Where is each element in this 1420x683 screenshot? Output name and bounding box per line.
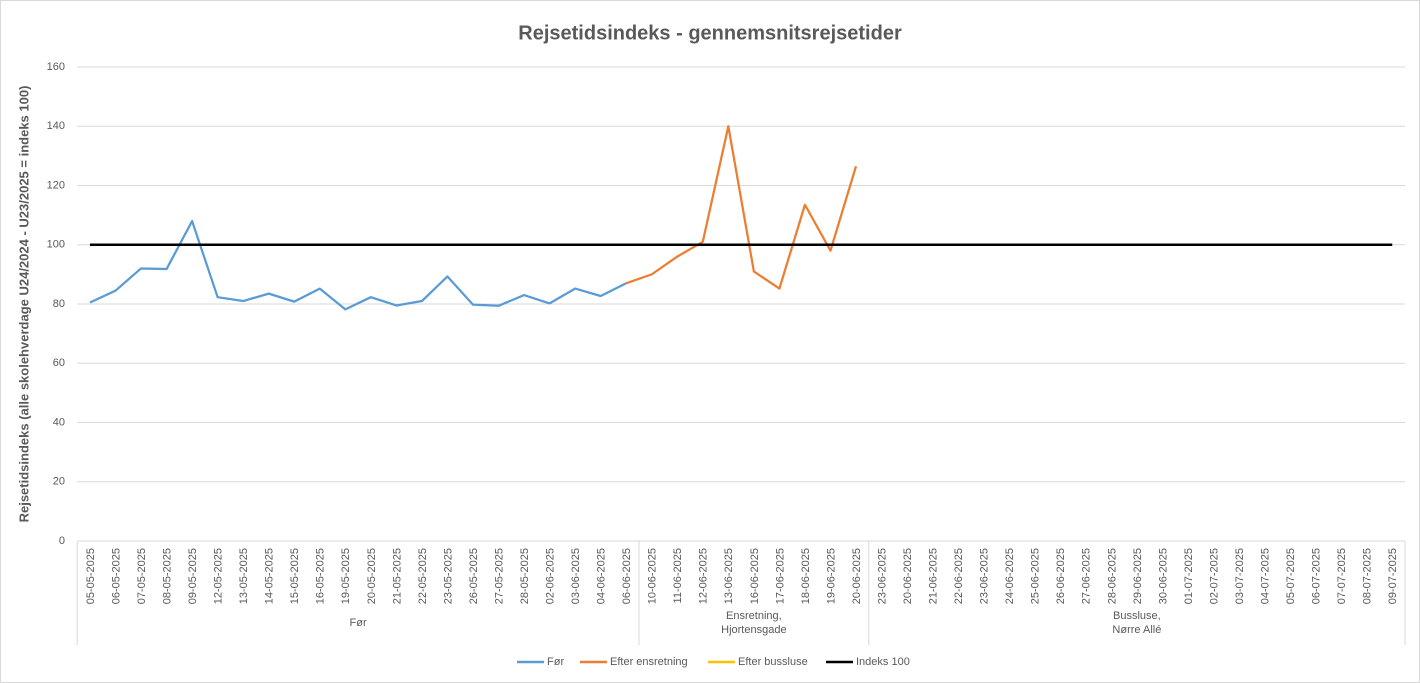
- x-tick-label: 27-05-2025: [493, 548, 505, 604]
- y-tick-label: 60: [53, 357, 65, 369]
- x-tick-label: 11-06-2025: [672, 548, 684, 603]
- x-tick-label: 27-06-2025: [1081, 548, 1093, 604]
- x-tick-label: 16-06-2025: [749, 548, 761, 604]
- group-label: Ensretning,: [726, 610, 782, 622]
- x-tick-label: 06-05-2025: [110, 548, 122, 604]
- x-tick-label: 19-05-2025: [340, 548, 352, 604]
- x-tick-label: 23-06-2025: [979, 548, 991, 604]
- x-tick-label: 06-07-2025: [1311, 548, 1323, 604]
- x-tick-label: 08-07-2025: [1362, 548, 1374, 604]
- x-tick-label: 23-05-2025: [442, 548, 454, 604]
- y-tick-label: 100: [47, 239, 65, 251]
- x-tick-label: 14-05-2025: [264, 548, 276, 604]
- y-axis-label: Rejsetidsindeks (alle skolehverdage U24/…: [16, 86, 31, 523]
- y-tick-label: 120: [47, 179, 65, 191]
- x-tick-label: 23-06-2025: [876, 548, 888, 604]
- x-tick-label: 20-06-2025: [902, 548, 914, 604]
- x-tick-label: 20-05-2025: [366, 548, 378, 604]
- group-label: Før: [350, 617, 367, 629]
- x-tick-label: 18-06-2025: [800, 548, 812, 604]
- x-tick-label: 26-05-2025: [468, 548, 480, 604]
- legend-item: Efter bussluse: [708, 656, 808, 668]
- y-tick-label: 160: [47, 61, 65, 73]
- x-tick-label: 16-05-2025: [315, 548, 327, 604]
- x-tick-label: 21-05-2025: [391, 548, 403, 604]
- x-tick-label: 09-05-2025: [187, 548, 199, 604]
- x-tick-label: 03-07-2025: [1234, 548, 1246, 604]
- legend-label: Efter bussluse: [738, 656, 808, 668]
- x-tick-label: 09-07-2025: [1387, 548, 1399, 604]
- x-tick-label: 26-06-2025: [1055, 548, 1067, 604]
- x-tick-label: 05-07-2025: [1285, 548, 1297, 604]
- x-tick-label: 21-06-2025: [928, 548, 940, 604]
- legend-item: Indeks 100: [826, 656, 910, 668]
- x-tick-label: 07-05-2025: [136, 548, 148, 604]
- x-tick-label: 29-06-2025: [1132, 548, 1144, 604]
- x-tick-label: 24-06-2025: [1004, 548, 1016, 604]
- y-tick-label: 140: [47, 120, 65, 132]
- x-tick-label: 15-05-2025: [289, 548, 301, 604]
- x-tick-label: 17-06-2025: [774, 548, 786, 604]
- y-tick-label: 0: [59, 535, 65, 547]
- x-tick-label: 02-06-2025: [544, 548, 556, 604]
- y-tick-label: 40: [53, 416, 65, 428]
- x-tick-label: 28-06-2025: [1106, 548, 1118, 604]
- x-tick-label: 05-05-2025: [85, 548, 97, 604]
- group-label: Hjortensgade: [721, 624, 786, 636]
- legend-item: Efter ensretning: [580, 656, 688, 668]
- y-tick-label: 80: [53, 298, 65, 310]
- legend-label: Efter ensretning: [610, 656, 688, 668]
- y-tick-label: 20: [53, 476, 65, 488]
- group-label: Nørre Allé: [1112, 624, 1161, 636]
- x-tick-label: 13-06-2025: [723, 548, 735, 604]
- x-tick-label: 12-05-2025: [213, 548, 225, 604]
- x-tick-label: 10-06-2025: [647, 548, 659, 604]
- x-tick-label: 07-07-2025: [1336, 548, 1348, 604]
- x-tick-label: 04-06-2025: [596, 548, 608, 604]
- x-tick-label: 20-06-2025: [851, 548, 863, 604]
- series-line: [625, 125, 858, 290]
- x-tick-label: 22-05-2025: [417, 548, 429, 604]
- x-tick-label: 02-07-2025: [1208, 548, 1220, 604]
- x-tick-label: 13-05-2025: [238, 548, 250, 604]
- legend-label: Indeks 100: [856, 656, 910, 668]
- x-tick-label: 06-06-2025: [621, 548, 633, 604]
- group-label: Bussluse,: [1113, 610, 1161, 622]
- x-tick-label: 12-06-2025: [698, 548, 710, 604]
- x-tick-label: 28-05-2025: [519, 548, 531, 604]
- legend-item: Før: [517, 656, 564, 668]
- x-tick-label: 01-07-2025: [1183, 548, 1195, 604]
- x-tick-label: 19-06-2025: [825, 548, 837, 604]
- x-tick-label: 22-06-2025: [953, 548, 965, 604]
- x-tick-label: 03-06-2025: [570, 548, 582, 604]
- chart-title: Rejsetidsindeks - gennemsnitsrejsetider: [518, 22, 902, 44]
- x-tick-label: 04-07-2025: [1259, 548, 1271, 604]
- legend-label: Før: [547, 656, 564, 668]
- x-tick-label: 25-06-2025: [1030, 548, 1042, 604]
- x-tick-label: 08-05-2025: [161, 548, 173, 604]
- x-tick-label: 30-06-2025: [1157, 548, 1169, 604]
